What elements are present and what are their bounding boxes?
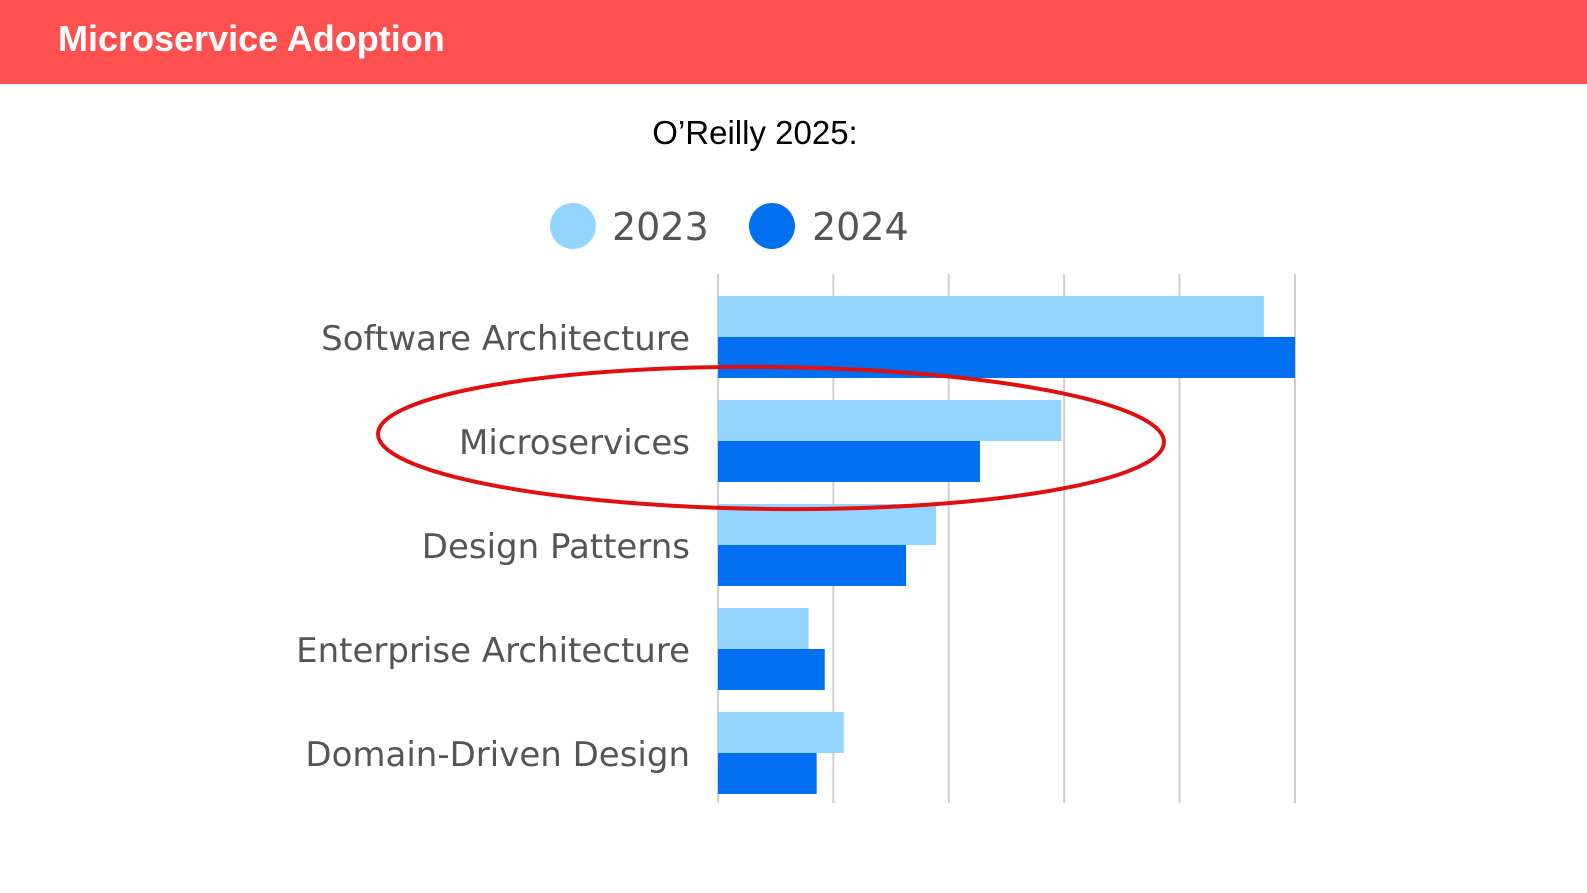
category-label: Domain-Driven Design	[305, 735, 690, 775]
legend-marker	[749, 203, 795, 249]
chart-source-caption: O’Reilly 2025:	[652, 114, 858, 151]
page-title: Microservice Adoption	[58, 18, 445, 59]
category-labels: Software Architecture Microservices Design…	[296, 319, 690, 775]
legend: 2023 2024	[550, 203, 909, 249]
legend-label: 2024	[812, 205, 909, 249]
highlight-ellipse	[376, 364, 1166, 512]
bar	[718, 296, 1264, 337]
legend-marker	[550, 203, 596, 249]
bar	[718, 441, 980, 482]
title-bar: Microservice Adoption	[0, 0, 1587, 84]
bar	[718, 712, 844, 753]
bar	[718, 608, 809, 649]
bar	[718, 337, 1295, 378]
category-label: Software Architecture	[321, 319, 690, 359]
bar	[718, 400, 1062, 441]
highlight-annotation	[376, 364, 1166, 512]
category-label: Design Patterns	[422, 527, 690, 567]
category-label: Enterprise Architecture	[296, 631, 690, 671]
category-label: Microservices	[459, 423, 690, 463]
bar	[718, 545, 907, 586]
bar	[718, 753, 817, 794]
bar	[718, 649, 825, 690]
bars	[718, 296, 1295, 794]
legend-label: 2023	[612, 205, 709, 249]
